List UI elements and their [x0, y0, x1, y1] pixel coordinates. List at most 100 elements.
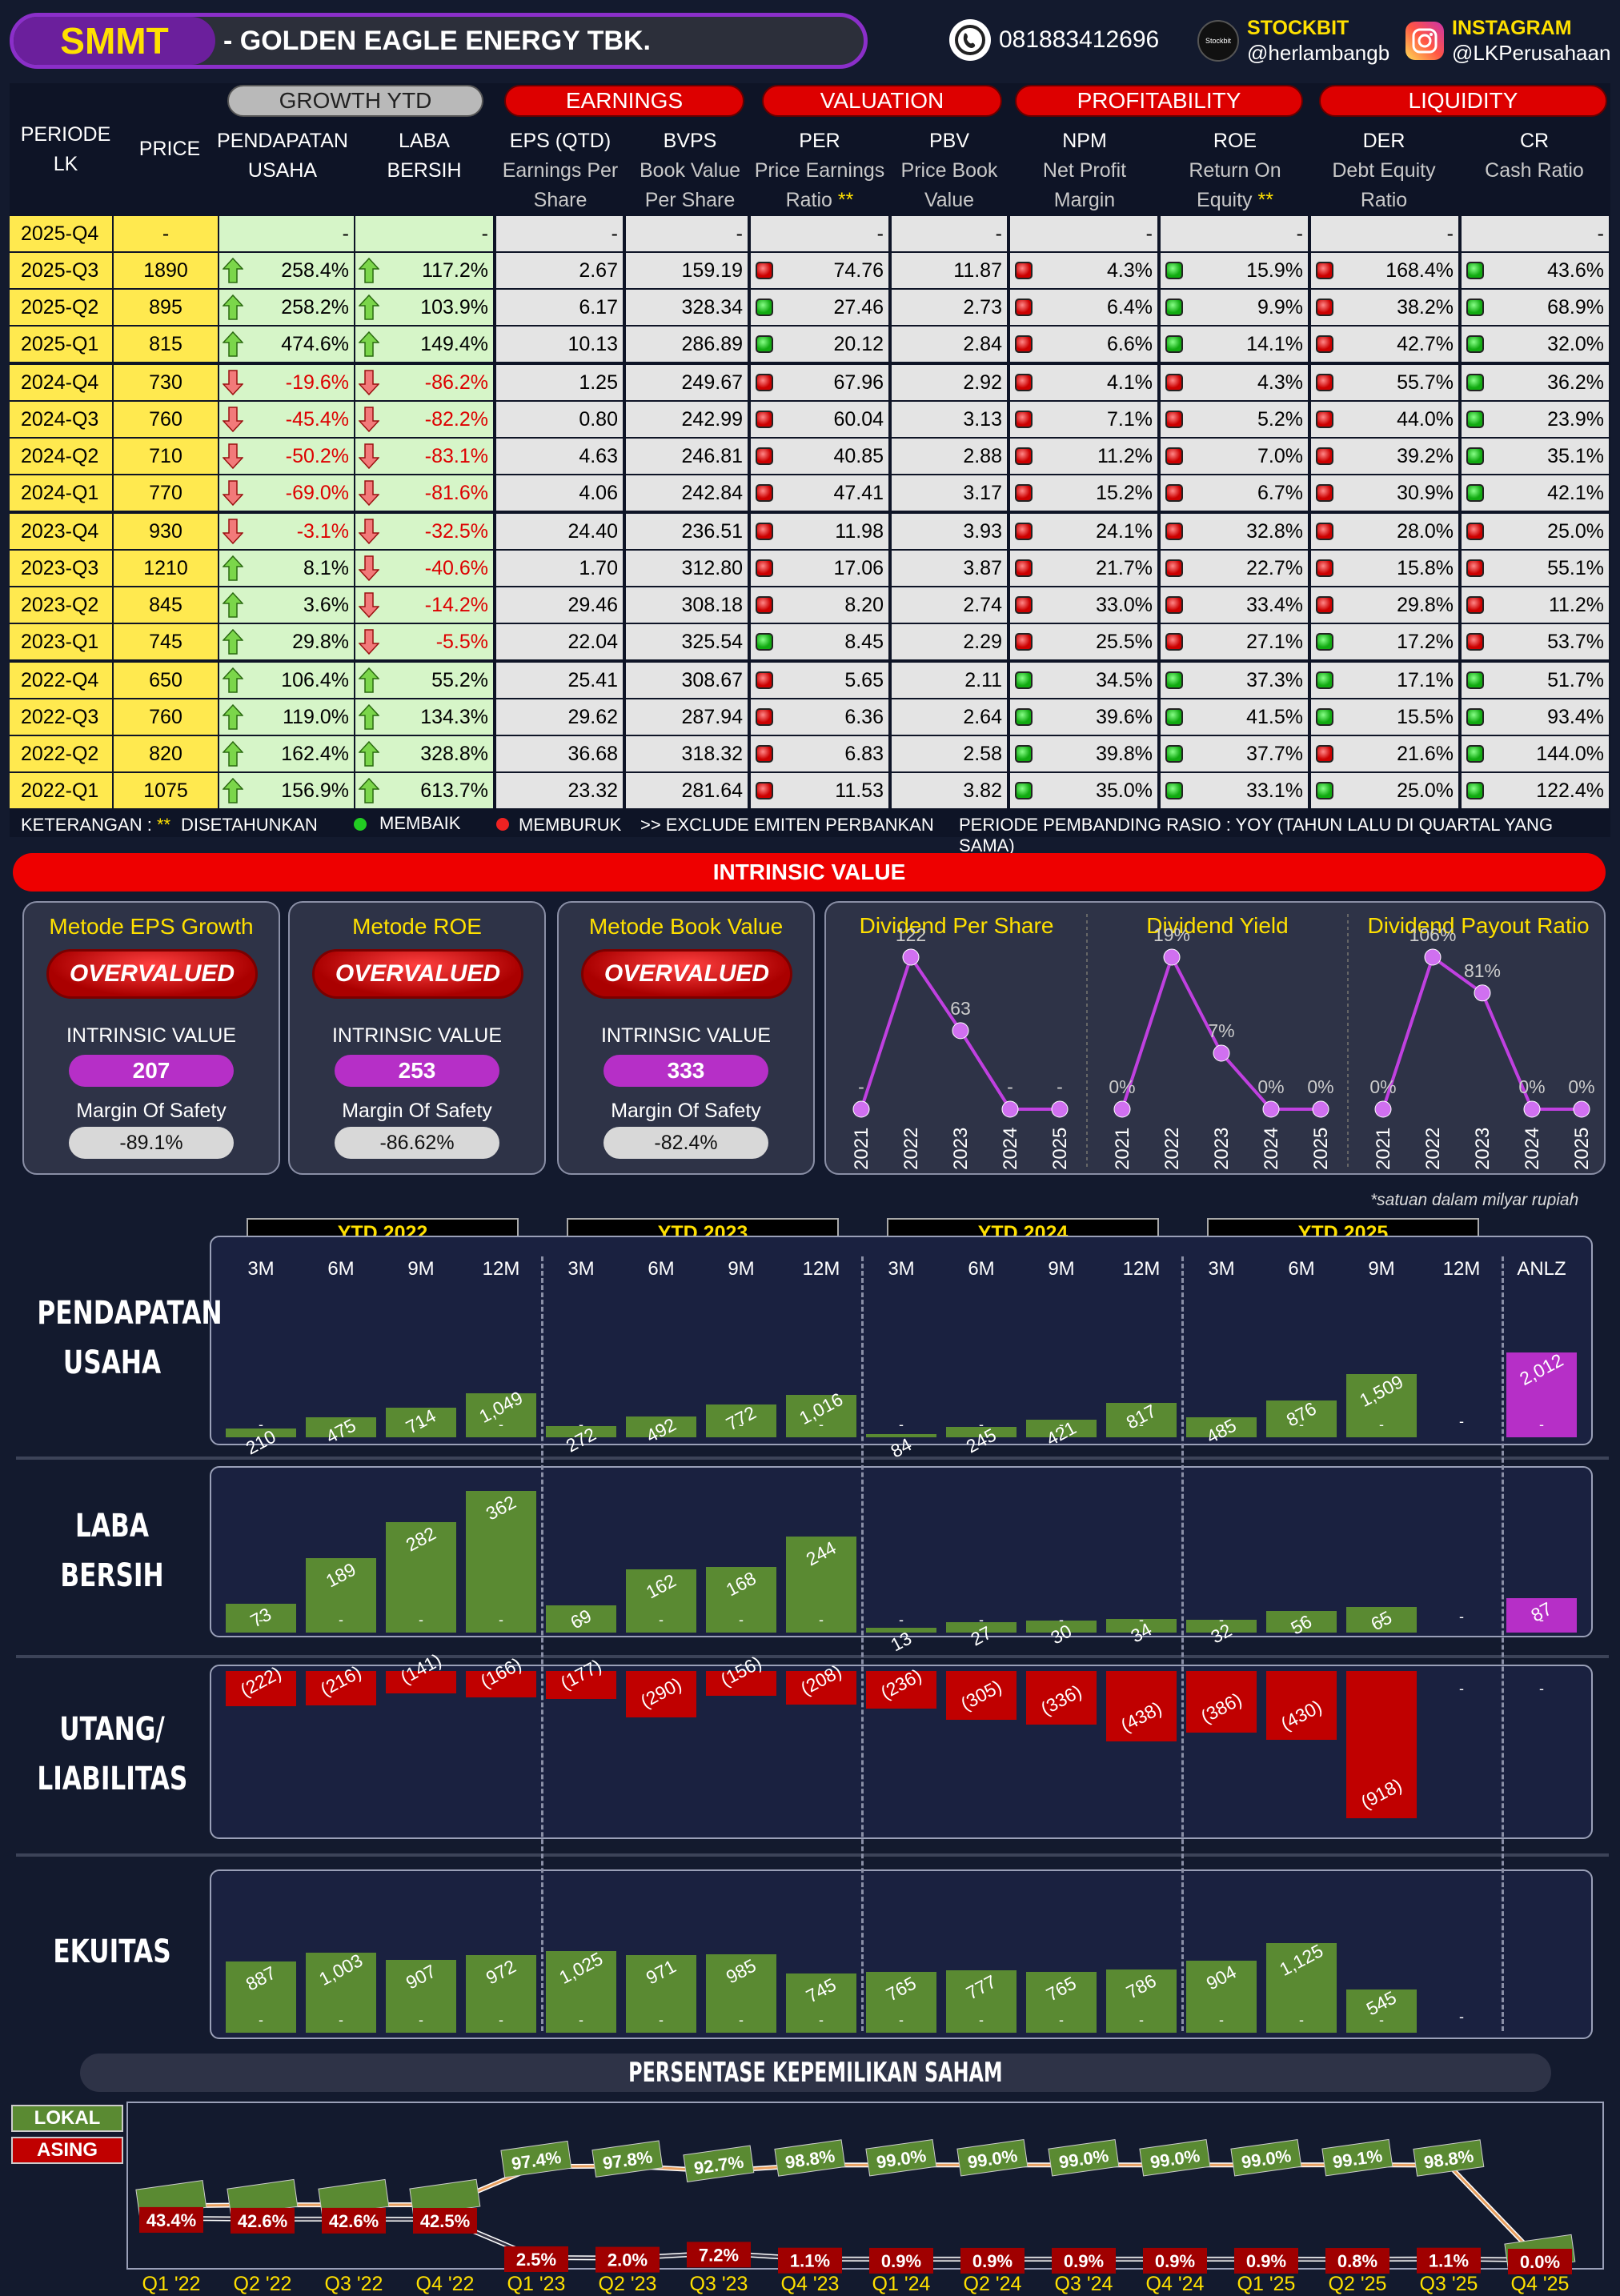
cell-ni-value: 134.3%	[420, 705, 488, 728]
header-per-3-text: Ratio	[785, 189, 832, 211]
status-red-icon	[1316, 596, 1333, 614]
cell-roe: 14.1%	[1161, 327, 1308, 362]
asing-point-label: 2.5%	[504, 2246, 568, 2272]
cell-pbv: 2.84	[892, 327, 1007, 362]
cell-roe-value: -	[1296, 222, 1303, 245]
cell-roe-value: 4.3%	[1257, 371, 1303, 394]
cell-bvps-value: 236.51	[681, 519, 743, 543]
cell-der-value: 168.4%	[1385, 258, 1454, 282]
cell-rev: -69.0%	[219, 475, 354, 511]
asing-label-text: 2.0%	[608, 2250, 648, 2270]
cell-roe-value: 27.1%	[1246, 630, 1303, 653]
arrow-down-icon	[359, 519, 379, 544]
cell-der-value: 15.5%	[1397, 705, 1454, 728]
dividend-chart-title: Dividend Payout Ratio	[1367, 913, 1589, 938]
table-row: 2024-Q2 710 -50.2% -83.1% 4.63 246.81 40.85 2.8…	[10, 439, 1610, 474]
asing-point-label: 0.8%	[1325, 2248, 1389, 2274]
cell-eps-value: -	[611, 222, 618, 245]
cell-per: 8.45	[751, 624, 888, 659]
instagram-contact[interactable]: INSTAGRAM @LKPerusahaan	[1405, 16, 1610, 66]
cell-der-value: 42.7%	[1397, 332, 1454, 355]
instagram-label: INSTAGRAM	[1452, 17, 1572, 39]
cell-eps-value: 24.40	[567, 519, 618, 543]
cell-rev: 156.9%	[219, 773, 354, 808]
cell-bvps-value: 328.34	[681, 295, 743, 319]
status-green-icon	[1165, 671, 1183, 689]
header-der: DER Debt Equity Ratio	[1308, 126, 1460, 215]
dividend-year-label: 2021	[1112, 1128, 1133, 1170]
stockbit-contact[interactable]: Stockbit STOCKBIT @herlambangb	[1197, 16, 1389, 66]
cell-price-value: 1210	[143, 556, 188, 579]
cell-pbv: -	[892, 216, 1007, 251]
header-cr: CR Cash Ratio	[1458, 126, 1610, 186]
cell-roe: 41.5%	[1161, 699, 1308, 735]
cell-eps: -	[496, 216, 623, 251]
bar	[226, 1604, 296, 1633]
cell-cr: 23.9%	[1462, 402, 1609, 437]
quarter-label: Q1 '25	[1237, 2273, 1296, 2295]
cell-per: 17.06	[751, 551, 888, 586]
margin-of-safety-value: -82.4%	[603, 1127, 768, 1159]
bar-dash: -	[739, 1416, 744, 1432]
cell-per: 60.04	[751, 402, 888, 437]
cell-cr-value: 32.0%	[1547, 332, 1604, 355]
cell-roe-value: 41.5%	[1246, 705, 1303, 728]
cell-rev-value: 474.6%	[281, 332, 349, 355]
cell-der-value: 38.2%	[1397, 295, 1454, 319]
bar	[946, 1621, 1017, 1633]
asing-point-label: 0.9%	[1052, 2247, 1116, 2274]
header-npm-3: Margin	[1053, 189, 1116, 211]
cell-npm: 25.5%	[1010, 624, 1157, 659]
header-laba-1: LABA	[399, 130, 450, 152]
cell-p-value: 2024-Q3	[21, 407, 99, 431]
cell-npm-value: 25.5%	[1096, 630, 1153, 653]
quarter-label: Q2 '24	[964, 2273, 1022, 2295]
bar	[706, 1953, 776, 2033]
status-green-icon	[1165, 782, 1183, 799]
table-row: 2025-Q1 815 474.6% 149.4% 10.13 286.89 20.12 2.…	[10, 327, 1610, 362]
lokal-point-label: 99.0%	[865, 2138, 937, 2177]
cell-p: 2024-Q4	[10, 365, 112, 400]
cell-roe-value: 22.7%	[1246, 556, 1303, 579]
cell-price: -	[114, 216, 218, 251]
cell-bvps-value: 249.67	[681, 371, 743, 394]
dividend-point	[1312, 1100, 1329, 1118]
dividend-point	[1001, 1100, 1019, 1118]
cell-der: 44.0%	[1311, 402, 1458, 437]
dividend-value-label: 122	[896, 924, 926, 945]
cell-der: 168.4%	[1311, 253, 1458, 288]
table-row: 2024-Q3 760 -45.4% -82.2% 0.80 242.99 60.04 3.1…	[10, 402, 1610, 437]
status-green-icon	[1316, 633, 1333, 651]
dividend-year-label: 2021	[851, 1128, 872, 1170]
dividend-year-label: 2022	[900, 1128, 922, 1170]
arrow-down-icon	[223, 519, 243, 544]
cell-per: 40.85	[751, 439, 888, 474]
status-red-icon	[756, 447, 773, 465]
cell-eps: 1.70	[496, 551, 623, 586]
dividend-year-label: 2022	[1161, 1128, 1183, 1170]
status-red-icon	[1165, 484, 1183, 502]
bar	[1186, 1671, 1257, 1733]
dividend-value-label: 0%	[1518, 1076, 1545, 1097]
cell-cr: 55.1%	[1462, 551, 1609, 586]
asing-point-label: 42.6%	[322, 2207, 386, 2234]
cell-npm-value: 24.1%	[1096, 519, 1153, 543]
table-row: 2023-Q3 1210 8.1% -40.6% 1.70 312.80 17.06 3.87…	[10, 551, 1610, 586]
cell-npm: 4.3%	[1010, 253, 1157, 288]
dividend-point	[1163, 948, 1181, 966]
arrow-up-icon	[223, 592, 243, 618]
cell-eps-value: 1.25	[579, 371, 618, 394]
memburuk-dot-icon	[496, 818, 509, 831]
cell-p-value: 2023-Q3	[21, 556, 99, 579]
arrow-down-icon	[223, 480, 243, 506]
cell-p-value: 2022-Q3	[21, 705, 99, 728]
bar	[386, 1521, 456, 1633]
cell-bvps: 242.84	[626, 475, 748, 511]
cell-der-value: 44.0%	[1397, 407, 1454, 431]
cell-roe: 33.1%	[1161, 773, 1308, 808]
table-legend: KETERANGAN : ** DISETAHUNKAN MEMBAIK MEM…	[10, 811, 1610, 855]
phone-contact[interactable]: 081883412696	[949, 19, 1159, 61]
cell-eps-value: 2.67	[579, 258, 618, 282]
cell-bvps-value: 287.94	[681, 705, 743, 728]
intrinsic-value-label: INTRINSIC VALUE	[331, 1024, 503, 1047]
